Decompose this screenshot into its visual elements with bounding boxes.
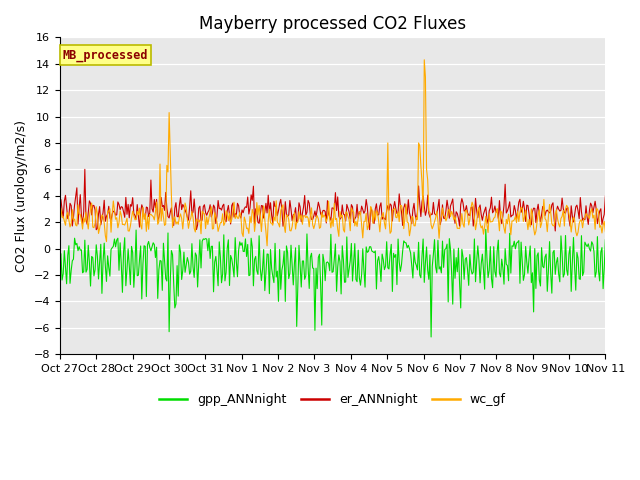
gpp_ANNnight xyxy=(387,241,395,247)
gpp_ANNnight xyxy=(56,259,63,265)
Line: wc_gf: wc_gf xyxy=(60,60,605,246)
wc_gf xyxy=(362,210,370,216)
wc_gf xyxy=(459,221,467,227)
gpp_ANNnight xyxy=(361,284,369,290)
wc_gf xyxy=(226,210,234,216)
gpp_ANNnight xyxy=(482,227,490,232)
gpp_ANNnight xyxy=(554,255,561,261)
wc_gf xyxy=(287,228,295,234)
er_ANNnight xyxy=(56,210,63,216)
wc_gf xyxy=(388,207,396,213)
wc_gf xyxy=(420,57,428,63)
Text: MB_processed: MB_processed xyxy=(63,48,148,62)
gpp_ANNnight xyxy=(286,271,294,276)
wc_gf xyxy=(554,216,561,222)
Legend: gpp_ANNnight, er_ANNnight, wc_gf: gpp_ANNnight, er_ANNnight, wc_gf xyxy=(154,388,511,411)
er_ANNnight xyxy=(388,218,396,224)
Line: er_ANNnight: er_ANNnight xyxy=(60,169,605,231)
er_ANNnight xyxy=(227,221,234,227)
er_ANNnight xyxy=(554,204,561,209)
wc_gf xyxy=(263,243,271,249)
er_ANNnight xyxy=(552,228,559,234)
er_ANNnight xyxy=(81,167,89,172)
Y-axis label: CO2 Flux (urology/m2/s): CO2 Flux (urology/m2/s) xyxy=(15,120,28,272)
gpp_ANNnight xyxy=(602,237,609,243)
er_ANNnight xyxy=(602,193,609,199)
er_ANNnight xyxy=(362,197,370,203)
Title: Mayberry processed CO2 Fluxes: Mayberry processed CO2 Fluxes xyxy=(199,15,466,33)
wc_gf xyxy=(56,204,63,210)
er_ANNnight xyxy=(458,196,466,202)
gpp_ANNnight xyxy=(428,334,435,340)
Line: gpp_ANNnight: gpp_ANNnight xyxy=(60,229,605,337)
er_ANNnight xyxy=(287,206,295,212)
wc_gf xyxy=(602,228,609,234)
gpp_ANNnight xyxy=(458,246,466,252)
gpp_ANNnight xyxy=(226,283,234,288)
